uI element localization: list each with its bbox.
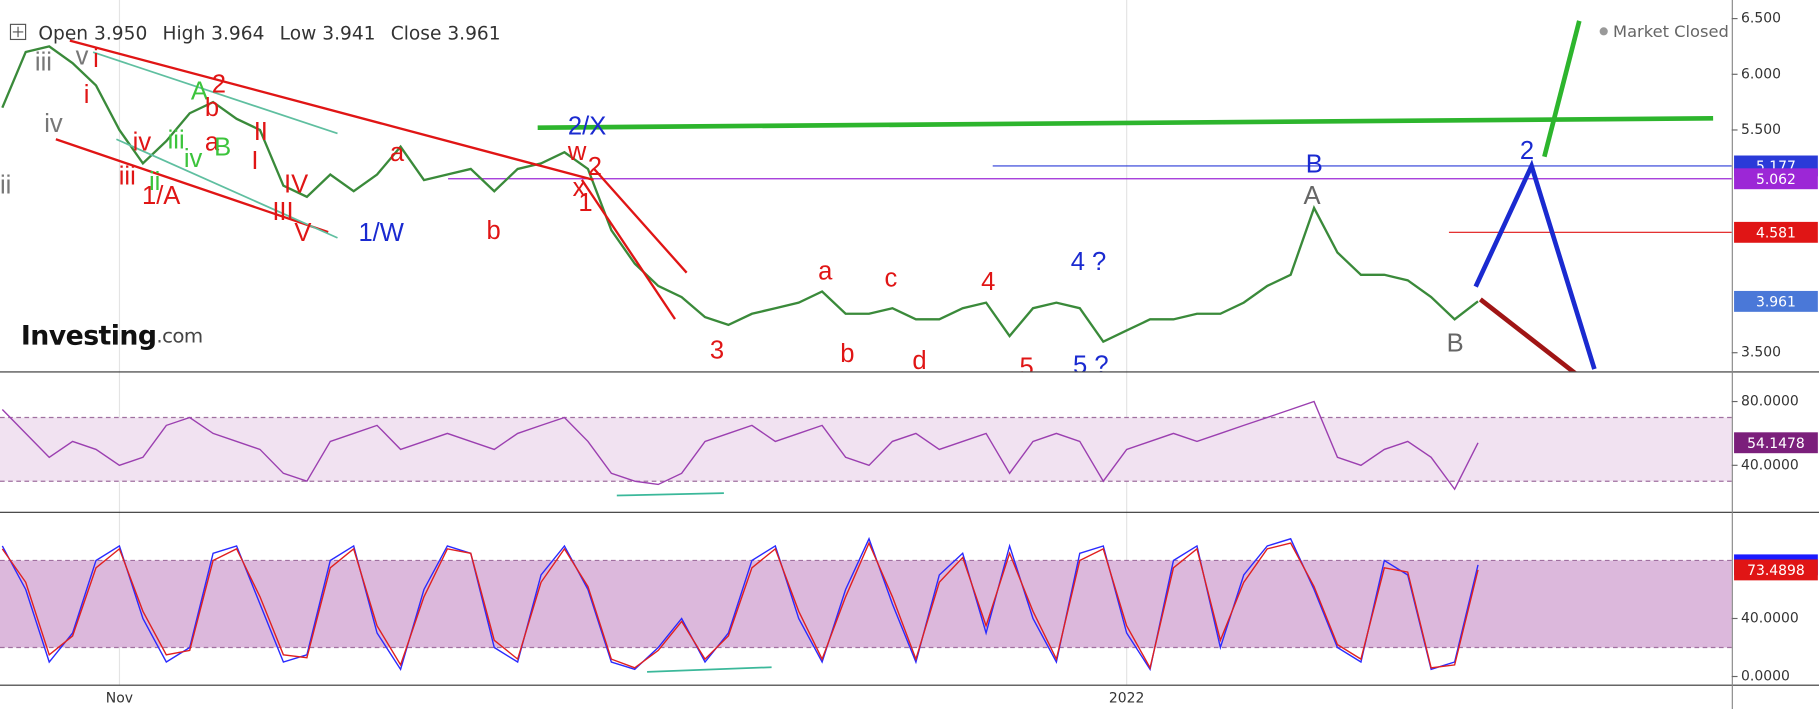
indicator-band [0,560,1732,648]
wave-label: 3 [710,336,724,364]
wave-label: iii [119,162,136,190]
price-tag: 3.961 [1756,295,1796,311]
wave-label: iii [168,126,185,154]
y-tick-label: 5.500 [1741,122,1781,138]
wave-label: B [1306,151,1323,179]
wave-label: iii [35,49,52,77]
trendline [92,51,338,135]
wave-label: ii [149,168,160,196]
y-tick-label: 0.0000 [1741,669,1790,685]
wave-label: 5 ? [1073,351,1109,379]
x-tick-label: 2022 [1109,691,1145,707]
wave-label: 1 [578,189,592,217]
ohlc-header: Open 3.950 High 3.964 Low 3.941 Close 3.… [9,22,1729,44]
y-tick-label: 40.0000 [1741,611,1799,627]
axes: 6.5006.0005.5003.5005.1775.0624.5813.961… [106,11,1818,707]
wave-label: iv [133,129,152,157]
expand-icon [12,26,24,38]
last-value-tag-bg [1734,432,1818,454]
market-status: Market Closed [1613,22,1729,41]
wave-label: A [191,78,208,106]
divergence-line [616,492,724,497]
wave-label: II [254,118,268,146]
y-tick-label: 3.500 [1741,345,1781,361]
wave-label: 5 [1019,354,1033,382]
price-tag-bg [1734,290,1818,312]
series-line [1,45,1479,344]
wave-label: 2 [588,153,602,181]
projection [1478,297,1577,372]
last-value-tag-bg [1734,559,1818,581]
divergence-line [647,666,772,673]
wave-label: 2 [212,71,226,99]
trendline [592,167,688,274]
ohlc-text: Open 3.950 High 3.964 Low 3.941 Close 3.… [38,23,500,44]
wave-label: b [205,94,219,122]
wave-label: I [251,147,258,175]
wave-label: a [205,129,220,157]
wave-label: i [84,81,90,109]
annotations: iii v i iv ii i iv iii 1/A ii iii iv A 2… [0,43,1534,382]
wave-label: V [294,219,311,247]
wave-label: b [840,340,854,368]
y-tick-label: 6.500 [1741,11,1781,27]
wave-label: i [93,45,99,73]
wave-label: 4 ? [1071,248,1107,276]
price-tag: 4.581 [1756,226,1796,242]
wave-label: d [912,347,926,375]
wave-label: v [76,43,89,71]
wave-label: w [567,138,587,166]
last-value-tag: 73.4898 [1747,563,1805,579]
wave-label: a [818,257,833,285]
brand-logo: Investing.com [21,320,203,351]
wave-label: x [573,174,586,202]
level-line [537,116,1714,130]
trendline [55,138,329,234]
y-tick-label: 40.0000 [1741,457,1799,473]
projection [1473,159,1597,370]
wave-label: 1/W [358,219,404,247]
trendline [580,179,676,320]
wave-label: iv [44,110,63,138]
series-line [1,541,1479,670]
indicator-band [0,417,1732,482]
trendline [116,138,338,239]
y-tick-label: 6.000 [1741,66,1781,82]
wave-label: 2/X [568,112,606,140]
price-tag: 5.062 [1756,172,1796,188]
price-tag-bg [1734,168,1818,190]
price-tag-bg [1734,221,1818,243]
wave-label: B [1447,329,1464,357]
x-tick-label: Nov [106,691,133,707]
wave-label: b [486,217,500,245]
series-line [1,400,1479,491]
plot [1,45,1732,672]
y-tick-label: 80.0000 [1741,394,1799,410]
wave-label: 1/A [142,182,180,210]
drawings: iii v i iv ii i iv iii 1/A ii iii iv A 2… [0,20,1714,382]
status-dot [1599,27,1608,36]
wave-label: III [272,198,293,226]
last-value-tag: 54.1478 [1747,436,1805,452]
expand-icon [9,23,27,41]
trendline [69,39,594,181]
wave-label: 4 [981,268,995,296]
wave-label: iv [184,145,203,173]
wave-label: c [884,264,897,292]
wave-label: 2 [1520,137,1534,165]
wave-label: a [390,139,405,167]
wave-label: A [1303,182,1320,210]
bands [0,0,1732,685]
wave-label: ii [0,172,11,200]
projection [1542,20,1582,158]
wave-label: B [214,133,231,161]
wave-label: IV [284,170,308,198]
